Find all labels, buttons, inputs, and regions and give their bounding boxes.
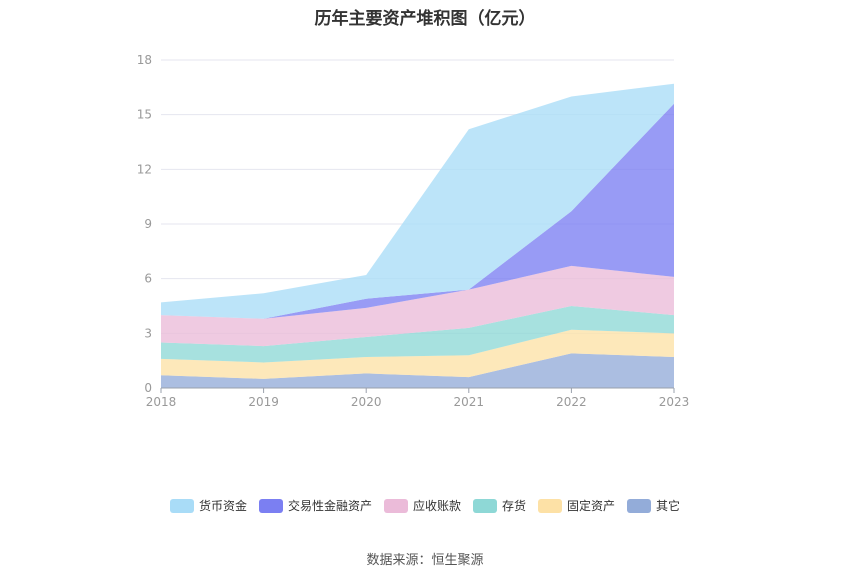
x-tick-label-4: 2022 bbox=[556, 395, 587, 409]
area-series-5 bbox=[161, 83, 674, 319]
area-series-4 bbox=[161, 103, 674, 319]
chart-legend: 货币资金 交易性金融资产 应收账款 存货 固定资产 其它 bbox=[0, 497, 850, 514]
legend-swatch bbox=[473, 498, 497, 513]
legend-swatch bbox=[383, 498, 408, 513]
legend-label: 交易性金融资产 bbox=[287, 499, 372, 513]
legend-label: 货币资金 bbox=[198, 499, 247, 513]
area-series-0 bbox=[161, 353, 674, 388]
y-tick-label-4: 12 bbox=[137, 162, 152, 176]
chart-title: 历年主要资产堆积图（亿元） bbox=[314, 9, 536, 29]
legend-label: 存货 bbox=[502, 499, 527, 513]
area-series-3 bbox=[161, 265, 674, 347]
legend-swatch bbox=[627, 498, 652, 513]
legend-label: 其它 bbox=[656, 499, 681, 513]
legend-item-0[interactable]: 货币资金 bbox=[169, 497, 247, 514]
legend-item-3[interactable]: 存货 bbox=[473, 497, 526, 514]
x-tick-label-5: 2023 bbox=[659, 395, 690, 409]
x-tick-label-0: 2018 bbox=[146, 395, 177, 409]
y-tick-label-5: 15 bbox=[137, 108, 152, 122]
legend-item-5[interactable]: 其它 bbox=[627, 497, 680, 514]
x-tick-label-2: 2020 bbox=[351, 395, 382, 409]
data-source-note: 数据来源：恒生聚源 bbox=[366, 553, 484, 568]
area-series-1 bbox=[161, 329, 674, 379]
x-tick-label-3: 2021 bbox=[454, 395, 485, 409]
y-tick-label-1: 3 bbox=[144, 326, 152, 340]
x-tick-label-1: 2019 bbox=[248, 395, 279, 409]
y-tick-label-6: 18 bbox=[137, 53, 152, 67]
legend-swatch bbox=[258, 498, 283, 513]
legend-label: 应收账款 bbox=[412, 499, 461, 513]
legend-item-4[interactable]: 固定资产 bbox=[538, 497, 615, 514]
area-series-2 bbox=[161, 306, 674, 363]
legend-label: 固定资产 bbox=[567, 499, 616, 513]
legend-swatch bbox=[538, 498, 563, 513]
y-tick-label-3: 9 bbox=[144, 217, 152, 231]
legend-item-1[interactable]: 交易性金融资产 bbox=[258, 497, 372, 514]
legend-item-2[interactable]: 应收账款 bbox=[383, 497, 461, 514]
legend-swatch bbox=[169, 498, 194, 513]
y-tick-label-2: 6 bbox=[144, 272, 152, 286]
stacked-area-chart: 0 3 6 9 12 15 18 2018 2019 2020 2021 2022 2023 bbox=[137, 53, 690, 409]
y-tick-label-0: 0 bbox=[144, 381, 152, 395]
